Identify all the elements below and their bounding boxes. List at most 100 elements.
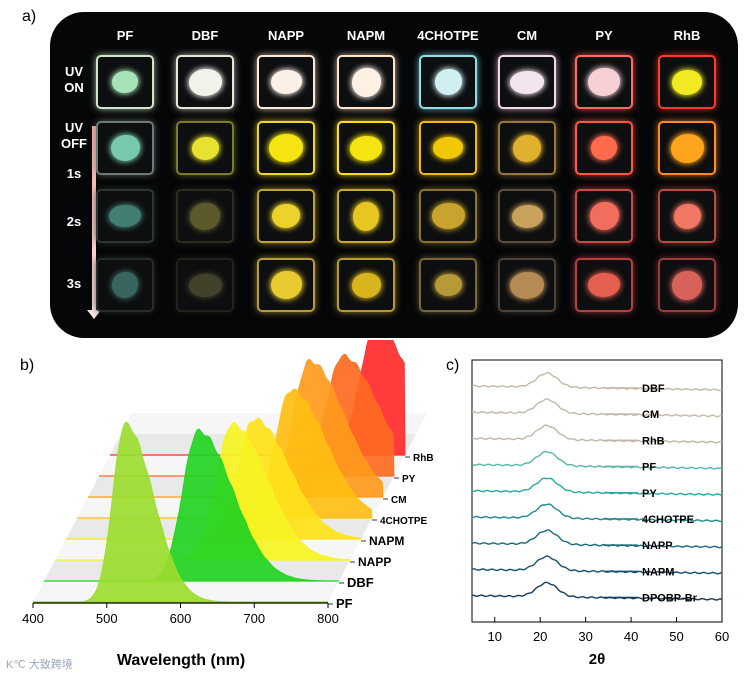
x-tick-label-c: 50 xyxy=(669,629,683,644)
legend-label-napm: NAPM xyxy=(642,566,674,578)
x-axis-label-b: Wavelength (nm) xyxy=(117,652,245,669)
series-label-pf: PF xyxy=(336,596,353,611)
sample-blob xyxy=(109,205,141,227)
x-tick-label-b: 800 xyxy=(317,611,339,626)
sample-square xyxy=(178,260,232,310)
sample-square xyxy=(259,123,313,173)
sample-blob xyxy=(431,203,465,229)
sample-blob xyxy=(188,68,222,96)
x-tick-label-c: 40 xyxy=(624,629,638,644)
xrd-trace-pf xyxy=(471,450,723,470)
series-label-cm: CM xyxy=(391,495,407,506)
sample-blob xyxy=(510,70,544,94)
sample-square xyxy=(339,191,393,241)
chart-c-legend: DBF CM RhB PF PY 4CHOTPE NAPP NAPM DPOBP-Br xyxy=(604,383,698,605)
column-header-napm: NAPM xyxy=(346,28,386,43)
legend-label-cm: CM xyxy=(642,409,659,421)
column-header-cm: CM xyxy=(516,28,538,43)
sample-blob xyxy=(511,204,543,228)
sample-blob xyxy=(588,68,620,96)
sample-blob xyxy=(112,272,138,298)
sample-blob xyxy=(190,202,220,230)
sample-square xyxy=(178,191,232,241)
sample-square xyxy=(577,191,631,241)
sample-blob xyxy=(191,136,219,160)
sample-square xyxy=(660,260,714,310)
row-label-uv-on: UV ON xyxy=(64,64,84,95)
xrd-trace-napp xyxy=(471,529,723,549)
x-tick-label-b: 700 xyxy=(243,611,265,626)
sample-blob xyxy=(589,202,619,230)
time-arrow-head xyxy=(87,310,101,319)
chart-b-wall xyxy=(33,340,132,602)
sample-blob xyxy=(672,69,702,95)
xrd-trace-rhb xyxy=(471,424,723,444)
x-tick-label-c: 10 xyxy=(487,629,501,644)
sample-square xyxy=(500,57,554,107)
sample-square xyxy=(577,123,631,173)
sample-blob xyxy=(672,270,702,300)
watermark: K℃ 大致跨境 xyxy=(6,659,73,671)
panel-label-a: a) xyxy=(22,8,37,25)
sample-blob xyxy=(110,135,140,161)
chart-b-axis: PF DBF NAPP NAPM 4CHOTPE CM PY RhB 400 500 600 700 8… xyxy=(22,453,433,669)
x-tick-label-b: 400 xyxy=(22,611,44,626)
sample-square xyxy=(577,57,631,107)
sample-blob xyxy=(433,137,463,159)
x-tick-label-b: 500 xyxy=(96,611,118,626)
xrd-chart: DBF CM RhB PF PY 4CHOTPE NAPP NAPM DPOBP-Br 10 20… xyxy=(471,359,729,668)
sample-square xyxy=(98,57,152,107)
sample-blob xyxy=(351,272,381,298)
column-header-pf: PF xyxy=(116,28,134,43)
series-label-dbf: DBF xyxy=(347,575,374,590)
series-label-4chotpe: 4CHOTPE xyxy=(380,516,428,527)
column-header-4chotpe: 4CHOTPE xyxy=(417,28,479,43)
sample-blob xyxy=(670,133,704,163)
xrd-trace-cm xyxy=(472,397,723,418)
sample-blob xyxy=(351,67,381,97)
chart-c-frame xyxy=(471,359,723,623)
chart-b-series xyxy=(33,340,406,603)
series-label-rhb: RhB xyxy=(413,453,434,464)
x-tick-label-b: 600 xyxy=(170,611,192,626)
column-header-dbf: DBF xyxy=(191,28,219,43)
sample-square xyxy=(421,123,475,173)
sample-square xyxy=(339,260,393,310)
sample-blob xyxy=(513,134,541,162)
xrd-trace-4chotpe xyxy=(471,503,723,523)
series-label-napp: NAPP xyxy=(358,555,391,569)
sample-square xyxy=(339,57,393,107)
legend-label-4chotpe: 4CHOTPE xyxy=(642,514,694,526)
legend-label-rhb: RhB xyxy=(642,435,665,447)
chart-c-axis: 10 20 30 40 50 60 2θ xyxy=(472,617,729,668)
xrd-trace-py xyxy=(471,477,723,496)
sample-blob xyxy=(269,134,303,162)
sample-blob xyxy=(112,71,138,93)
sample-square xyxy=(500,191,554,241)
sample-square xyxy=(500,260,554,310)
row-label-3s: 3s xyxy=(66,276,82,291)
column-header-py: PY xyxy=(595,28,613,43)
sample-square xyxy=(421,260,475,310)
x-axis-label-c: 2θ xyxy=(589,651,605,668)
legend-label-py: PY xyxy=(642,488,657,500)
sample-square xyxy=(98,191,152,241)
sample-square xyxy=(421,57,475,107)
sample-blob xyxy=(510,271,544,299)
sample-square xyxy=(421,191,475,241)
sample-square xyxy=(660,191,714,241)
x-tick-label-c: 60 xyxy=(715,629,729,644)
sample-square xyxy=(259,260,313,310)
column-header-napp: NAPP xyxy=(267,28,305,43)
sample-square xyxy=(259,57,313,107)
sample-blob xyxy=(434,69,462,95)
x-tick-label-c: 30 xyxy=(578,629,592,644)
photo-panel xyxy=(50,12,738,338)
legend-label-napp: NAPP xyxy=(642,540,673,552)
legend-label-dpobp-br: DPOBP-Br xyxy=(642,593,698,605)
sample-blob xyxy=(350,135,382,161)
sample-blob xyxy=(591,136,617,160)
sample-blob xyxy=(270,271,302,299)
xrd-trace-napm xyxy=(471,555,723,575)
sample-blob xyxy=(434,274,462,296)
